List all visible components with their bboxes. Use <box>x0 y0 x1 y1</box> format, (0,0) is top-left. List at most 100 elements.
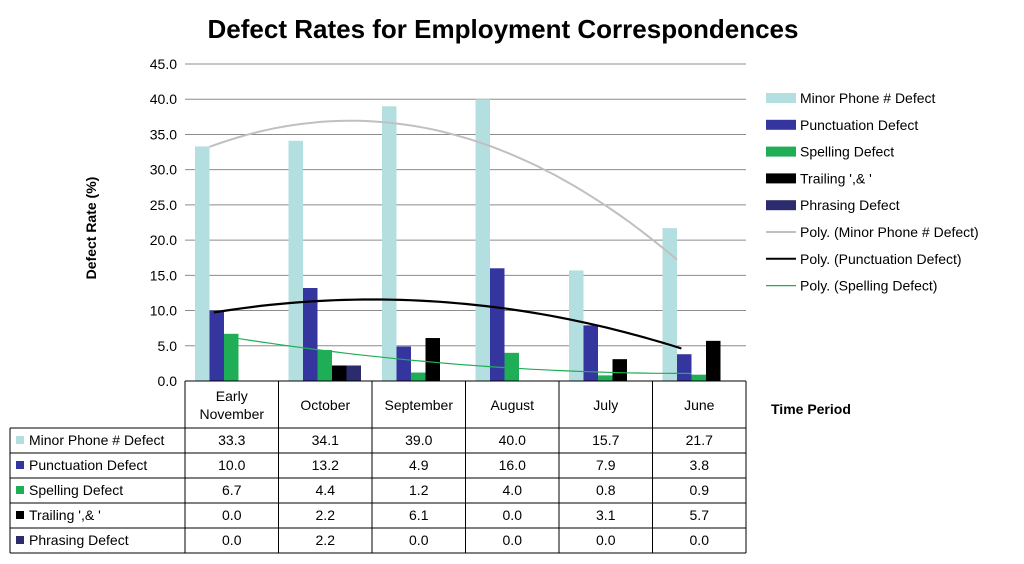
bar <box>490 268 505 381</box>
legend-key <box>766 119 796 130</box>
bar <box>425 338 440 381</box>
table-legend-key <box>16 536 24 544</box>
table-cell: 5.7 <box>690 507 710 523</box>
table-cell: 39.0 <box>405 432 432 448</box>
y-tick-label: 5.0 <box>158 338 178 354</box>
bar <box>303 288 318 381</box>
table-cell: 0.0 <box>222 507 242 523</box>
table-cell: 0.0 <box>409 532 429 548</box>
category-label: July <box>593 397 618 413</box>
y-tick-label: 40.0 <box>150 91 177 107</box>
table-cell: 7.9 <box>596 457 616 473</box>
chart-title: Defect Rates for Employment Corresponden… <box>208 14 799 44</box>
category-label: October <box>300 397 350 413</box>
y-axis-label: Defect Rate (%) <box>83 177 99 280</box>
table-cell: 6.1 <box>409 507 429 523</box>
legend-label: Punctuation Defect <box>800 117 918 133</box>
table-row-label: Trailing ',& ' <box>29 507 101 523</box>
table-cell: 34.1 <box>312 432 339 448</box>
bar <box>475 99 490 381</box>
table-cell: 4.4 <box>316 482 336 498</box>
bar <box>317 350 332 381</box>
legend-label: Poly. (Punctuation Defect) <box>800 251 962 267</box>
legend-label: Poly. (Spelling Defect) <box>800 278 937 294</box>
trendline <box>213 298 682 350</box>
table-cell: 21.7 <box>686 432 713 448</box>
table-cell: 3.8 <box>690 457 710 473</box>
bar <box>612 359 627 381</box>
bar <box>598 375 613 381</box>
bar <box>691 374 706 381</box>
legend-label: Poly. (Minor Phone # Defect) <box>800 224 979 240</box>
table-row-label: Spelling Defect <box>29 482 123 498</box>
y-tick-label: 25.0 <box>150 197 177 213</box>
legend-key <box>766 93 796 103</box>
y-tick-label: 15.0 <box>150 267 177 283</box>
table-cell: 0.0 <box>690 532 710 548</box>
bar <box>288 140 303 381</box>
bar <box>396 346 411 381</box>
table-cell: 6.7 <box>222 482 242 498</box>
bar <box>346 365 361 381</box>
legend-key <box>766 173 796 184</box>
bar <box>569 270 584 381</box>
table-row-label: Minor Phone # Defect <box>29 432 165 448</box>
bar <box>195 146 210 381</box>
bar <box>662 228 677 381</box>
legend-key <box>766 200 796 211</box>
y-tick-label: 45.0 <box>150 56 177 72</box>
y-tick-label: 10.0 <box>150 303 177 319</box>
table-cell: 33.3 <box>218 432 245 448</box>
legend-label: Minor Phone # Defect <box>800 90 936 106</box>
table-legend-key <box>16 486 24 494</box>
table-cell: 0.0 <box>503 507 523 523</box>
x-axis-label: Time Period <box>771 401 851 417</box>
legend-label: Phrasing Defect <box>800 197 900 213</box>
bar <box>583 325 598 381</box>
table-cell: 2.2 <box>316 532 336 548</box>
table-row-label: Phrasing Defect <box>29 532 129 548</box>
table-row-label: Punctuation Defect <box>29 457 147 473</box>
trendline <box>223 335 692 375</box>
bar <box>706 340 721 381</box>
y-tick-label: 35.0 <box>150 126 177 142</box>
table-cell: 0.0 <box>503 532 523 548</box>
bar <box>332 365 347 381</box>
table-legend-key <box>16 511 24 519</box>
y-tick-label: 30.0 <box>150 162 177 178</box>
bar <box>504 352 519 381</box>
trendline <box>209 119 678 261</box>
table-cell: 13.2 <box>312 457 339 473</box>
legend-label: Trailing ',& ' <box>800 170 872 186</box>
category-label: November <box>199 406 264 422</box>
table-cell: 3.1 <box>596 507 616 523</box>
table-cell: 16.0 <box>499 457 526 473</box>
table-cell: 4.9 <box>409 457 429 473</box>
table-cell: 1.2 <box>409 482 429 498</box>
bar <box>209 310 224 381</box>
legend-label: Spelling Defect <box>800 144 894 160</box>
table-cell: 0.8 <box>596 482 616 498</box>
table-cell: 40.0 <box>499 432 526 448</box>
bar <box>382 106 397 382</box>
table-legend-key <box>16 461 24 469</box>
table-cell: 2.2 <box>316 507 336 523</box>
y-tick-label: 0.0 <box>158 373 178 389</box>
category-label: June <box>684 397 715 413</box>
table-cell: 0.0 <box>222 532 242 548</box>
legend-key <box>766 146 796 157</box>
table-cell: 0.9 <box>690 482 710 498</box>
table-cell: 4.0 <box>503 482 523 498</box>
bar <box>411 372 426 381</box>
category-label: September <box>385 397 454 413</box>
bar <box>677 354 692 381</box>
table-cell: 0.0 <box>596 532 616 548</box>
table-cell: 15.7 <box>592 432 619 448</box>
bar <box>224 333 239 381</box>
category-label: August <box>490 397 534 413</box>
category-label: Early <box>216 388 248 404</box>
table-legend-key <box>16 436 24 444</box>
table-cell: 10.0 <box>218 457 245 473</box>
y-tick-label: 20.0 <box>150 232 177 248</box>
